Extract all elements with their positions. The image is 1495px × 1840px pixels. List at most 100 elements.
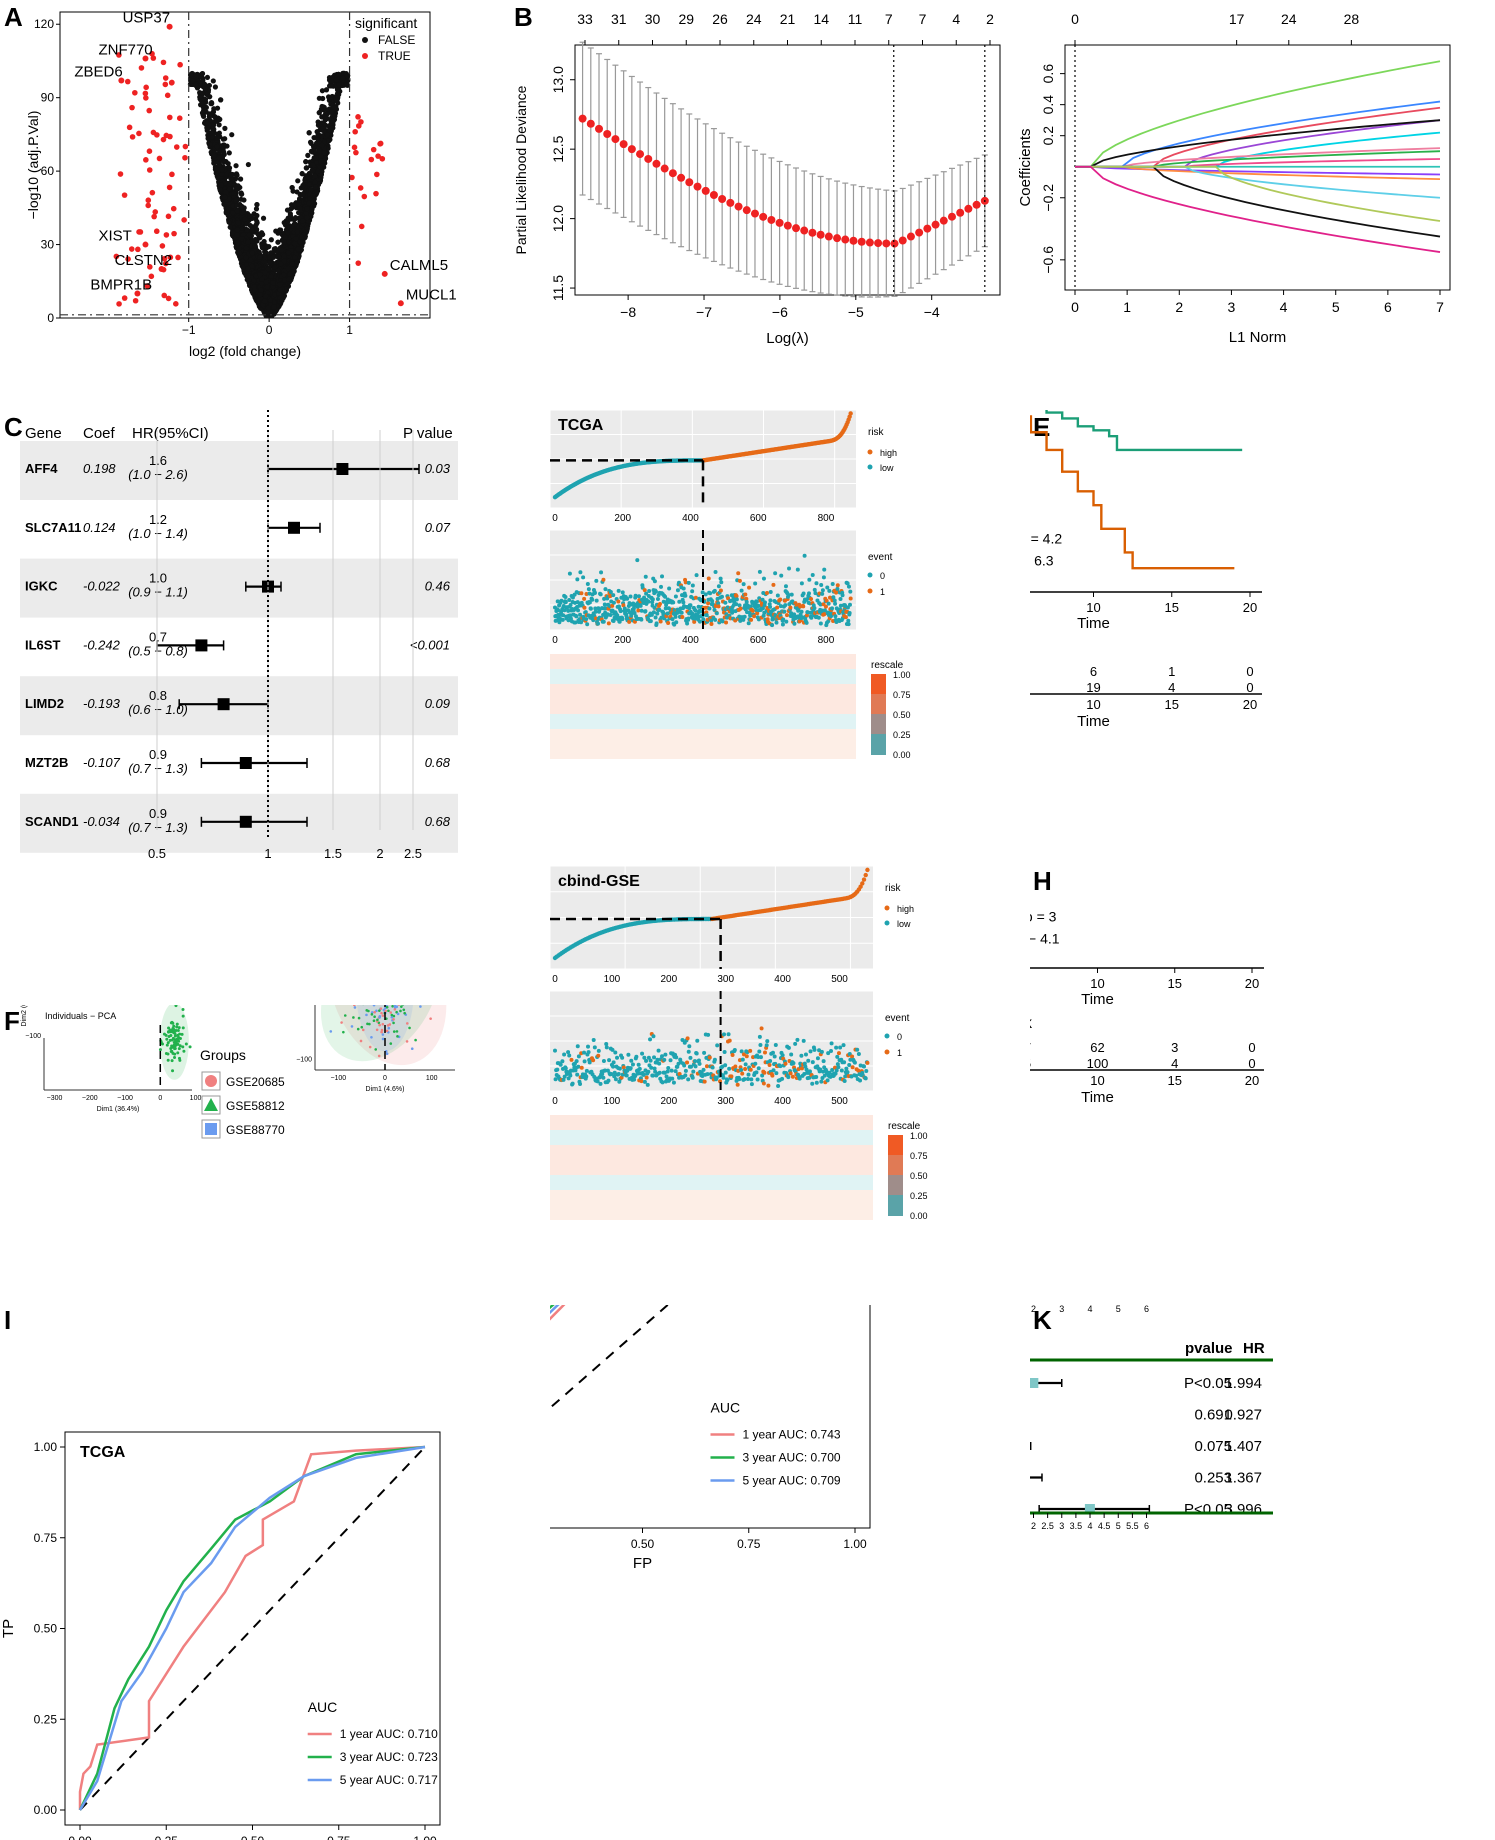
volcano-point-true xyxy=(358,223,365,230)
volcano-point-false xyxy=(246,232,252,238)
volcano-point-false xyxy=(270,284,276,290)
cv-point xyxy=(964,204,973,213)
cv-point xyxy=(595,124,604,133)
volcano-point-false xyxy=(319,88,326,94)
cv-point xyxy=(578,114,587,123)
top-tick-label: 28 xyxy=(1344,11,1360,27)
volcano-point-false xyxy=(310,192,316,199)
volcano-point-false xyxy=(262,298,268,304)
panel-label-k: K xyxy=(1033,1305,1052,1335)
volcano-point-false xyxy=(243,254,249,261)
volcano-point-false xyxy=(249,250,255,256)
volcano-point-false xyxy=(224,209,230,215)
volcano-point-false xyxy=(242,216,248,222)
volcano-point-true xyxy=(160,136,167,143)
volcano-point-true xyxy=(375,153,381,159)
volcano-point-false xyxy=(313,155,319,161)
legend-label-low: low xyxy=(880,463,894,473)
x-tick-label: 400 xyxy=(682,513,699,524)
volcano-point-true xyxy=(144,283,151,289)
hr-point xyxy=(195,639,208,652)
volcano-point-false xyxy=(209,130,215,136)
volcano-point-false xyxy=(221,158,227,164)
volcano-point-false xyxy=(285,265,291,272)
legend-key-false xyxy=(362,37,368,43)
volcano-point-false xyxy=(188,72,194,78)
plot-frame xyxy=(59,11,431,319)
volcano-point-true xyxy=(352,128,358,135)
volcano-point-false xyxy=(270,280,276,286)
volcano-point-false xyxy=(289,184,295,191)
volcano-point-true xyxy=(361,193,368,200)
volcano-point-true xyxy=(146,148,153,155)
volcano-point-false xyxy=(244,227,250,233)
volcano-point-true xyxy=(121,192,128,198)
volcano-point-false xyxy=(294,228,301,235)
x-tick-label: 0 xyxy=(1071,299,1079,315)
volcano-point-labeled xyxy=(166,23,173,30)
cv-point xyxy=(742,206,751,215)
panel-label-b: B xyxy=(514,2,533,32)
volcano-point-false xyxy=(272,291,278,298)
cv-point xyxy=(644,154,653,163)
panel-label-h: H xyxy=(1033,866,1052,896)
volcano-point-false xyxy=(335,86,341,92)
x-tick-label: 2.5 xyxy=(404,846,422,861)
volcano-point-false xyxy=(205,120,211,126)
volcano-point-false xyxy=(228,175,234,181)
coef-value: -0.022 xyxy=(83,579,121,594)
volcano-point-false xyxy=(254,238,260,244)
coef-path xyxy=(1075,119,1441,168)
volcano-point-false xyxy=(223,189,229,195)
y-tick-label: 90 xyxy=(41,91,55,105)
volcano-point-false xyxy=(205,135,211,141)
ci-value: (0.5 − 0.8) xyxy=(128,643,188,658)
volcano-point-false xyxy=(192,82,199,88)
volcano-point-true xyxy=(176,115,183,121)
cv-point xyxy=(792,224,801,233)
volcano-point-true xyxy=(143,157,149,163)
volcano-point-false xyxy=(226,150,232,156)
volcano-point-false xyxy=(329,79,335,85)
hr-value: 0.9 xyxy=(149,806,167,821)
volcano-point-false xyxy=(310,143,317,150)
legend-title: risk xyxy=(868,427,885,438)
volcano-point-false xyxy=(217,187,223,193)
volcano-point-true xyxy=(116,301,122,307)
volcano-point-true xyxy=(373,190,379,197)
volcano-point-false xyxy=(292,221,298,227)
cv-point xyxy=(800,226,809,235)
volcano-point-false xyxy=(303,165,309,171)
volcano-point-false xyxy=(247,213,253,219)
top-tick-label: 33 xyxy=(577,11,593,27)
volcano-point-false xyxy=(207,141,213,148)
volcano-point-true xyxy=(129,104,135,111)
legend-label-high: high xyxy=(880,448,897,458)
legend-label-false: FALSE xyxy=(378,33,415,47)
volcano-point-true xyxy=(149,189,156,196)
volcano-point-true xyxy=(124,78,131,85)
volcano-point-false xyxy=(234,227,241,233)
event-point-0 xyxy=(556,608,561,613)
volcano-point-false xyxy=(293,236,299,242)
volcano-point-false xyxy=(233,163,239,169)
volcano-point-true xyxy=(121,295,128,301)
top-tick-label: 24 xyxy=(746,11,762,27)
x-tick-label: 1 xyxy=(346,323,353,337)
volcano-point-labeled xyxy=(118,77,125,84)
volcano-plot: USP37ZNF770ZBED6XISTCLSTN2BMPR1BCALML5MU… xyxy=(25,10,457,359)
gene-name: SLC7A11 xyxy=(25,520,81,535)
cv-point xyxy=(882,239,891,248)
volcano-point-false xyxy=(297,239,303,245)
volcano-point-false xyxy=(324,115,330,122)
volcano-point-false xyxy=(212,84,218,90)
cv-point xyxy=(857,237,866,246)
y-axis-label: Partial Likelihood Deviance xyxy=(513,85,529,254)
coef-path xyxy=(1075,119,1441,168)
cv-point xyxy=(833,234,842,243)
volcano-point-false xyxy=(234,208,240,214)
volcano-point-false xyxy=(287,271,293,277)
cv-point xyxy=(972,200,981,209)
